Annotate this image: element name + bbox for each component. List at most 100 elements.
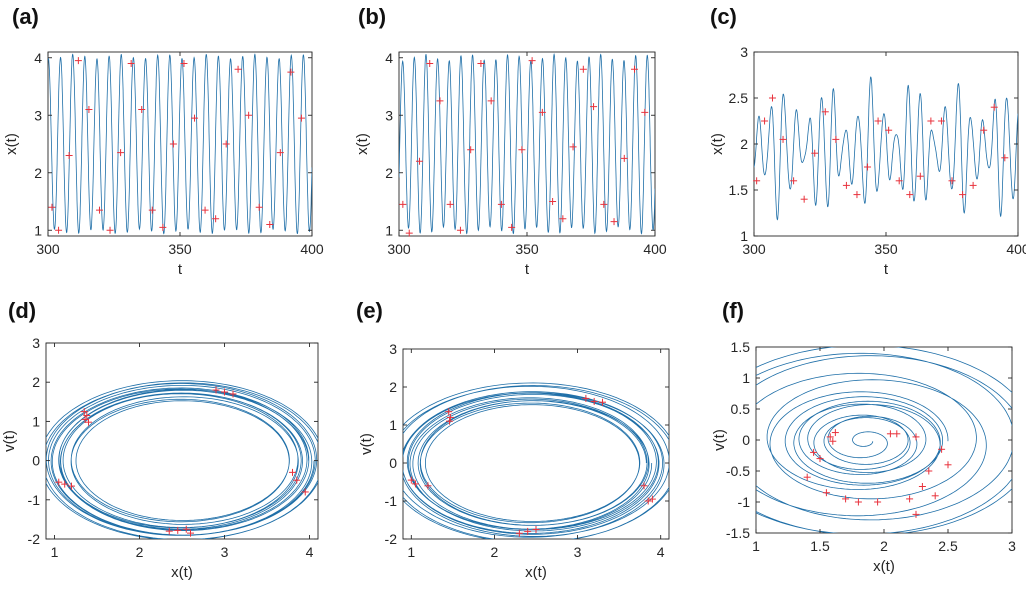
x-tick-label: 350 bbox=[874, 241, 898, 257]
marker-point bbox=[297, 114, 305, 122]
y-tick-label: 4 bbox=[385, 50, 393, 66]
marker-point bbox=[55, 226, 63, 234]
marker-point bbox=[885, 126, 893, 134]
y-tick-label: 3 bbox=[34, 107, 42, 123]
y-tick-label: 1 bbox=[742, 370, 750, 386]
x-tick-label: 1 bbox=[51, 544, 59, 560]
marker-point bbox=[169, 140, 177, 148]
marker-point bbox=[931, 492, 939, 500]
x-tick-label: 300 bbox=[742, 241, 766, 257]
marker-point bbox=[528, 57, 536, 65]
axes-e: 1 2 3 4 -2 -1 0 1 2 3 x(t) v(t) bbox=[358, 341, 670, 581]
y-tick-label: 3 bbox=[32, 335, 40, 351]
marker-point bbox=[569, 143, 577, 151]
y-tick-label: 3 bbox=[389, 341, 397, 357]
marker-point bbox=[407, 476, 415, 484]
marker-point bbox=[293, 476, 301, 484]
marker-point bbox=[445, 408, 453, 416]
panel-label: (d) bbox=[8, 298, 36, 323]
marker-point bbox=[864, 163, 872, 171]
marker-point bbox=[753, 177, 761, 185]
marker-point bbox=[640, 482, 648, 490]
marker-point bbox=[55, 478, 63, 486]
marker-point bbox=[916, 172, 924, 180]
series-line bbox=[48, 53, 312, 235]
y-tick-label: 2 bbox=[389, 379, 397, 395]
y-tick-label: 1 bbox=[34, 222, 42, 238]
panel-label: (b) bbox=[358, 4, 386, 29]
marker-point bbox=[912, 433, 920, 441]
marker-point bbox=[74, 57, 82, 65]
marker-point bbox=[811, 149, 819, 157]
y-tick-label: -2 bbox=[385, 531, 398, 547]
series-line bbox=[756, 347, 1012, 533]
marker-point bbox=[816, 455, 824, 463]
marker-point bbox=[761, 117, 769, 125]
x-tick-label: 3 bbox=[221, 544, 229, 560]
x-tick-label: 4 bbox=[657, 544, 665, 560]
x-tick-label: 350 bbox=[515, 241, 539, 257]
y-tick-label: 0 bbox=[389, 455, 397, 471]
marker-point bbox=[829, 437, 837, 445]
marker-point bbox=[937, 117, 945, 125]
marker-point bbox=[85, 418, 92, 426]
marker-point bbox=[508, 223, 516, 231]
marker-point bbox=[456, 226, 464, 234]
marker-point bbox=[874, 498, 882, 506]
marker-point bbox=[822, 489, 830, 497]
marker-point bbox=[1001, 154, 1009, 162]
marker-point bbox=[959, 191, 967, 199]
panel-label: (e) bbox=[356, 298, 383, 323]
marker-point bbox=[187, 529, 194, 537]
marker-point bbox=[559, 215, 567, 223]
marker-point bbox=[918, 483, 926, 490]
marker-point bbox=[948, 177, 956, 185]
plot-area bbox=[45, 342, 319, 540]
y-tick-label: -0.5 bbox=[726, 463, 750, 479]
y-tick-label: 1 bbox=[389, 417, 397, 433]
marker-point bbox=[590, 397, 598, 405]
y-axis-label: v(t) bbox=[358, 433, 375, 455]
y-axis-label: v(t) bbox=[1, 430, 18, 452]
marker-point bbox=[599, 398, 606, 406]
y-tick-label: 2 bbox=[385, 165, 393, 181]
series-line bbox=[46, 380, 318, 539]
panel-a: (a) 300 350 400 1 2 3 4 t x(t) bbox=[3, 4, 324, 278]
marker-point bbox=[287, 68, 295, 76]
marker-point bbox=[446, 417, 454, 425]
x-tick-label: 400 bbox=[1006, 241, 1026, 257]
marker-point bbox=[938, 445, 946, 453]
y-tick-label: 1.5 bbox=[729, 182, 749, 198]
series-line bbox=[754, 76, 1018, 221]
marker-point bbox=[117, 149, 125, 157]
y-tick-label: 2 bbox=[740, 136, 748, 152]
marker-point bbox=[48, 203, 56, 211]
marker-point bbox=[800, 195, 808, 203]
marker-point bbox=[61, 480, 69, 488]
marker-point bbox=[790, 177, 798, 185]
marker-point bbox=[446, 200, 454, 208]
x-tick-label: 1 bbox=[752, 538, 760, 554]
marker-point bbox=[221, 388, 228, 396]
x-tick-label: 300 bbox=[36, 241, 60, 257]
marker-point bbox=[821, 108, 829, 116]
x-tick-label: 400 bbox=[300, 241, 324, 257]
marker-point bbox=[222, 140, 230, 148]
y-tick-label: 2.5 bbox=[729, 90, 749, 106]
marker-point bbox=[831, 429, 839, 437]
marker-point bbox=[842, 181, 850, 189]
y-tick-label: -1.5 bbox=[726, 525, 750, 541]
x-axis-label: t bbox=[525, 261, 530, 278]
panel-e: (e) 1 2 3 4 -2 -1 0 1 2 3 x(t) v(t) bbox=[356, 298, 670, 581]
x-tick-label: 350 bbox=[168, 241, 192, 257]
marker-point bbox=[927, 117, 935, 125]
x-tick-label: 300 bbox=[387, 241, 411, 257]
panel-label: (f) bbox=[722, 298, 744, 323]
marker-point bbox=[426, 60, 434, 67]
x-tick-label: 2.5 bbox=[938, 538, 958, 554]
marker-point bbox=[159, 223, 167, 231]
marker-point bbox=[276, 149, 284, 157]
marker-point bbox=[266, 221, 274, 228]
y-tick-label: 2 bbox=[34, 165, 42, 181]
